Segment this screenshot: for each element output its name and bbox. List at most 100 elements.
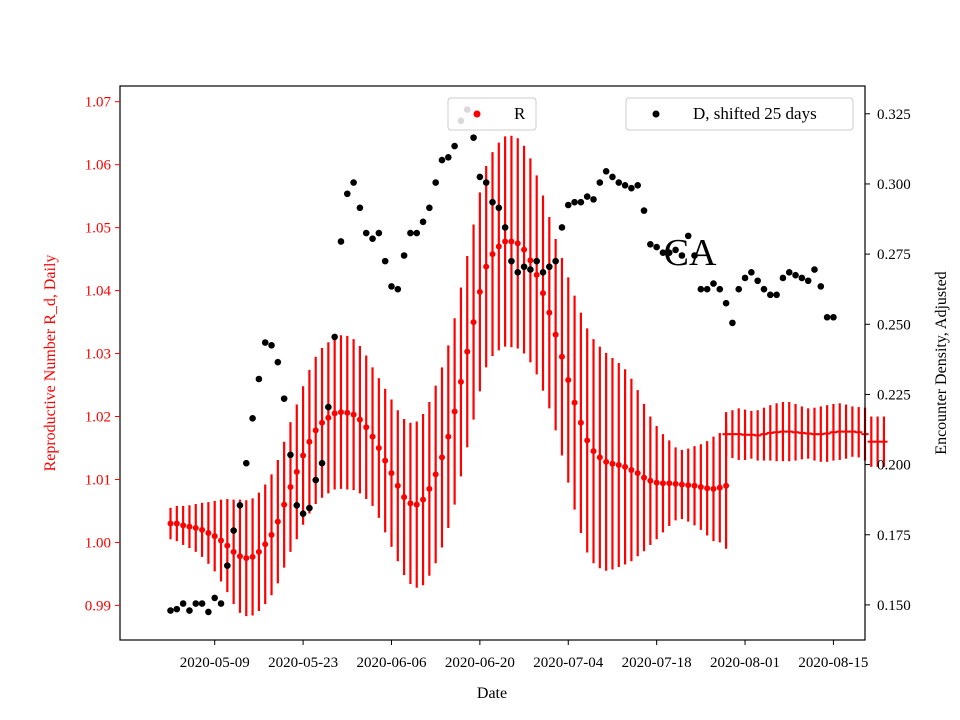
d-point: [432, 179, 439, 186]
d-point: [495, 204, 503, 212]
d-point: [217, 600, 225, 607]
r-point: [552, 331, 559, 338]
d-point: [798, 274, 806, 282]
d-point: [792, 271, 799, 279]
r-point: [565, 376, 572, 383]
r-point: [603, 458, 610, 465]
r-point: [540, 290, 547, 297]
legend-r-box: [447, 97, 537, 131]
r-point: [249, 553, 256, 560]
d-point: [514, 269, 522, 276]
r-point: [476, 288, 483, 295]
r-point: [558, 353, 565, 360]
d-point: [564, 201, 572, 209]
legend-d-box: [625, 97, 854, 131]
r-point: [382, 457, 389, 464]
d-point: [325, 403, 332, 411]
right-y-axis-ticks: 0.150 0.175 0.200 0.225 0.250 0.275 0.300 0.325: [865, 107, 911, 614]
d-point: [621, 182, 629, 189]
d-point: [577, 198, 585, 206]
d-point: [356, 204, 364, 212]
r-point: [224, 542, 231, 549]
d-point: [678, 252, 686, 259]
region-annotation: CA: [664, 232, 717, 274]
d-point: [331, 333, 338, 341]
d-point: [628, 184, 635, 192]
r-point: [647, 477, 654, 484]
d-point: [779, 274, 787, 282]
d-point: [445, 153, 452, 161]
d-point: [388, 283, 395, 290]
d-point: [691, 252, 698, 259]
d-point: [192, 600, 200, 607]
r-point: [432, 471, 439, 478]
r-series-points: [167, 238, 888, 562]
r-point: [312, 427, 319, 434]
right-y-tick-label: 0.150: [877, 598, 911, 614]
x-axis-label: Date: [477, 685, 507, 702]
r-point: [401, 494, 408, 501]
d-point: [293, 501, 301, 509]
d-point: [230, 527, 237, 534]
d-point: [343, 190, 351, 198]
r-point: [268, 531, 275, 538]
left-y-tick-label: 1.06: [85, 158, 112, 174]
d-point: [179, 600, 187, 607]
d-point: [274, 358, 282, 366]
right-y-tick-label: 0.250: [877, 317, 911, 333]
r-point: [527, 257, 534, 264]
d-point: [362, 229, 370, 237]
x-tick-label: 2020-08-01: [710, 655, 780, 671]
left-y-tick-label: 1.01: [85, 472, 111, 488]
d-point: [299, 510, 307, 518]
r-point: [483, 263, 490, 270]
r-point: [300, 452, 307, 459]
r-point: [205, 529, 212, 536]
x-tick-label: 2020-06-20: [445, 655, 515, 671]
d-point: [249, 414, 256, 422]
d-point: [236, 501, 244, 509]
d-point: [312, 476, 320, 484]
r-point: [413, 501, 420, 508]
d-point: [211, 594, 219, 602]
d-point: [615, 179, 623, 186]
r-point: [508, 238, 515, 245]
plot-frame: [119, 85, 866, 641]
r-point: [622, 463, 629, 470]
d-point: [741, 274, 749, 282]
right-y-tick-label: 0.175: [877, 528, 911, 544]
d-point: [426, 204, 433, 212]
d-point: [710, 280, 717, 287]
d-point: [167, 607, 174, 614]
legend-d-label: D, shifted 25 days: [693, 104, 817, 123]
legend-d: D, shifted 25 days: [625, 97, 854, 131]
d-point: [766, 291, 774, 299]
x-tick-label: 2020-06-06: [356, 655, 426, 671]
r-point: [451, 408, 458, 415]
d-point: [647, 240, 654, 248]
d-point: [684, 232, 692, 240]
r-point: [514, 240, 521, 247]
d-point: [520, 263, 528, 271]
r-point: [691, 482, 698, 489]
r-point: [546, 309, 553, 316]
x-tick-label: 2020-05-09: [180, 655, 250, 671]
r-point: [199, 526, 206, 533]
left-y-tick-label: 1.03: [85, 347, 111, 363]
d-point: [817, 283, 825, 290]
x-tick-label: 2020-07-18: [622, 655, 692, 671]
r-point: [287, 484, 294, 491]
right-y-tick-label: 0.200: [877, 458, 911, 474]
d-point: [287, 451, 294, 459]
r-point: [344, 409, 351, 416]
right-y-tick-label: 0.275: [877, 247, 911, 263]
d-point: [754, 277, 761, 285]
d-point: [337, 238, 345, 245]
r-point: [306, 438, 313, 445]
r-point: [243, 555, 250, 562]
d-point: [476, 173, 484, 181]
r-point: [584, 437, 591, 444]
d-point: [489, 198, 496, 206]
d-point: [350, 179, 357, 186]
r-point: [710, 485, 717, 492]
